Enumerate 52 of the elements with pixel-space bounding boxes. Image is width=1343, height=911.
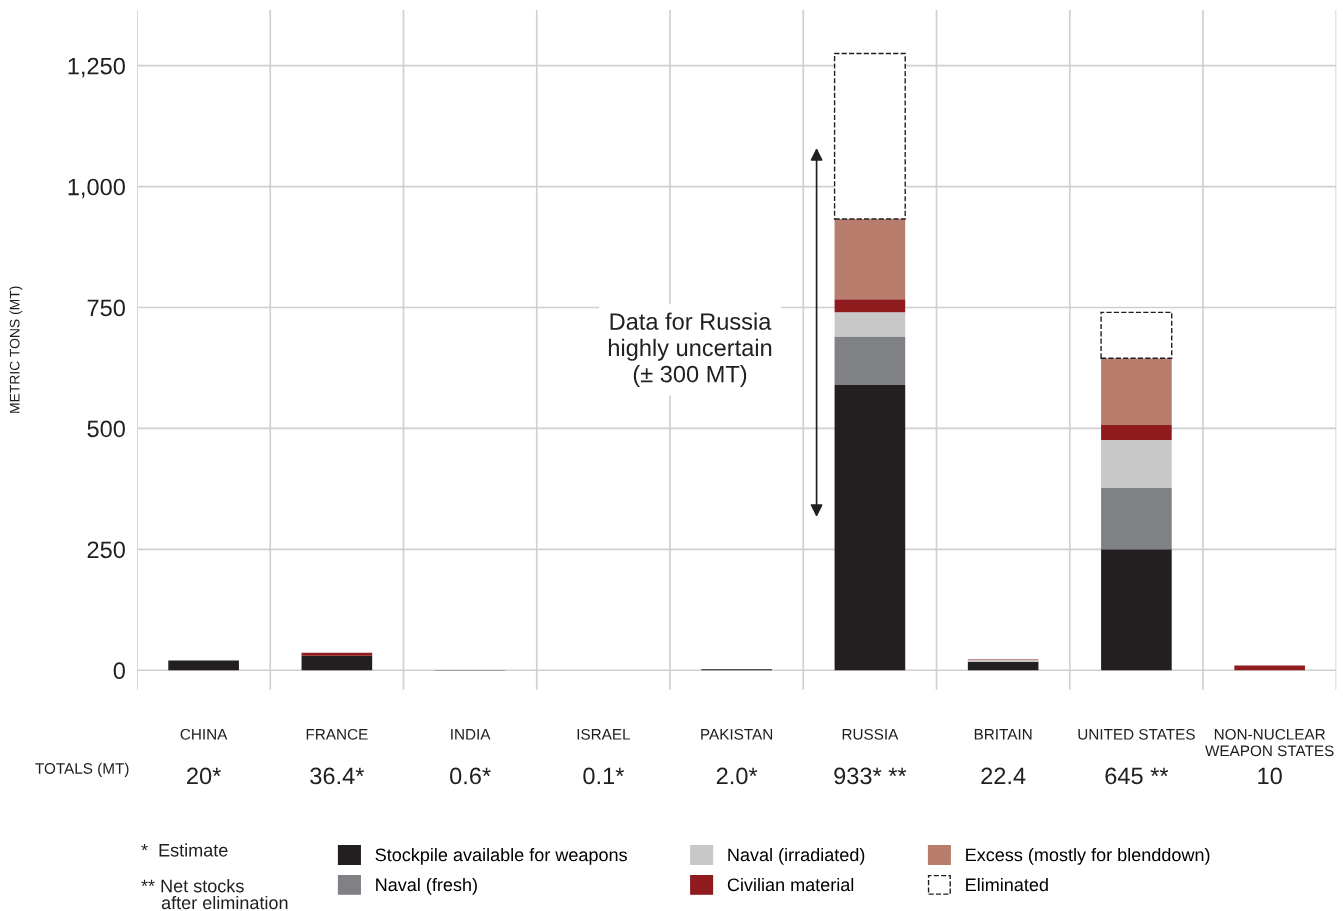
legend-label: Civilian material [727, 877, 854, 892]
y-tick-label: 500 [87, 420, 125, 438]
y-tick-label: 750 [87, 299, 125, 317]
text: 933* ** [834, 767, 907, 785]
bar [1101, 425, 1172, 441]
bar [967, 661, 1039, 671]
x-tick-label: ISRAEL [577, 728, 631, 740]
y-tick-label: 0 [113, 662, 125, 680]
y-tick-label: 250 [87, 541, 125, 559]
x-tick-label: CHINA [180, 728, 228, 740]
text: 2.0* [716, 767, 758, 785]
bar [834, 299, 906, 313]
bar [833, 52, 906, 220]
x-tick-label: NON-NUCLEAR WEAPON STATES [1205, 728, 1334, 757]
x-tick-label: FRANCE [306, 728, 368, 740]
bar [1234, 665, 1305, 671]
bar [1101, 440, 1172, 488]
y-tick-label: 1,250 [68, 57, 125, 78]
text: 645 ** [1105, 767, 1169, 785]
legend-label: Excess (mostly for blenddown) [966, 847, 1210, 865]
bar [301, 652, 373, 656]
annotation: Data for Russia highly uncertain (± 300 MT) [608, 312, 772, 388]
text: 0.6* [450, 767, 491, 785]
legend-label: Eliminated [966, 877, 1048, 892]
y-tick-label: 1,000 [68, 178, 125, 199]
text: 10 [1258, 767, 1282, 785]
x-tick-label: BRITAIN [974, 729, 1032, 740]
text: 20* [187, 767, 221, 785]
x-tick-label: UNITED STATES [1078, 728, 1195, 740]
text: 36.4* [310, 767, 365, 785]
bar [834, 218, 906, 300]
text: 0.1* [583, 767, 625, 785]
y-axis-title: METRIC TONS (MT) [9, 286, 23, 413]
bar [168, 660, 239, 671]
legend-label: Naval (irradiated) [728, 847, 865, 865]
bar [1101, 487, 1172, 550]
legend-label: Naval (fresh) [376, 877, 477, 895]
bar [834, 336, 906, 385]
bar [1100, 311, 1173, 359]
text: ** Net stocks after elimination [141, 879, 288, 910]
bar [1101, 549, 1172, 671]
bar [301, 655, 373, 671]
x-tick-label: PAKISTAN [701, 728, 773, 740]
bar [834, 312, 906, 337]
x-tick-label: INDIA [451, 729, 491, 740]
text: 22.4 [981, 767, 1026, 785]
legend-label: Stockpile available for weapons [375, 847, 627, 865]
text: * Estimate [141, 843, 228, 857]
bar [834, 384, 906, 671]
x-tick-label: RUSSIA [842, 728, 899, 740]
bar [1101, 358, 1172, 426]
text: TOTALS (MT) [35, 762, 129, 777]
